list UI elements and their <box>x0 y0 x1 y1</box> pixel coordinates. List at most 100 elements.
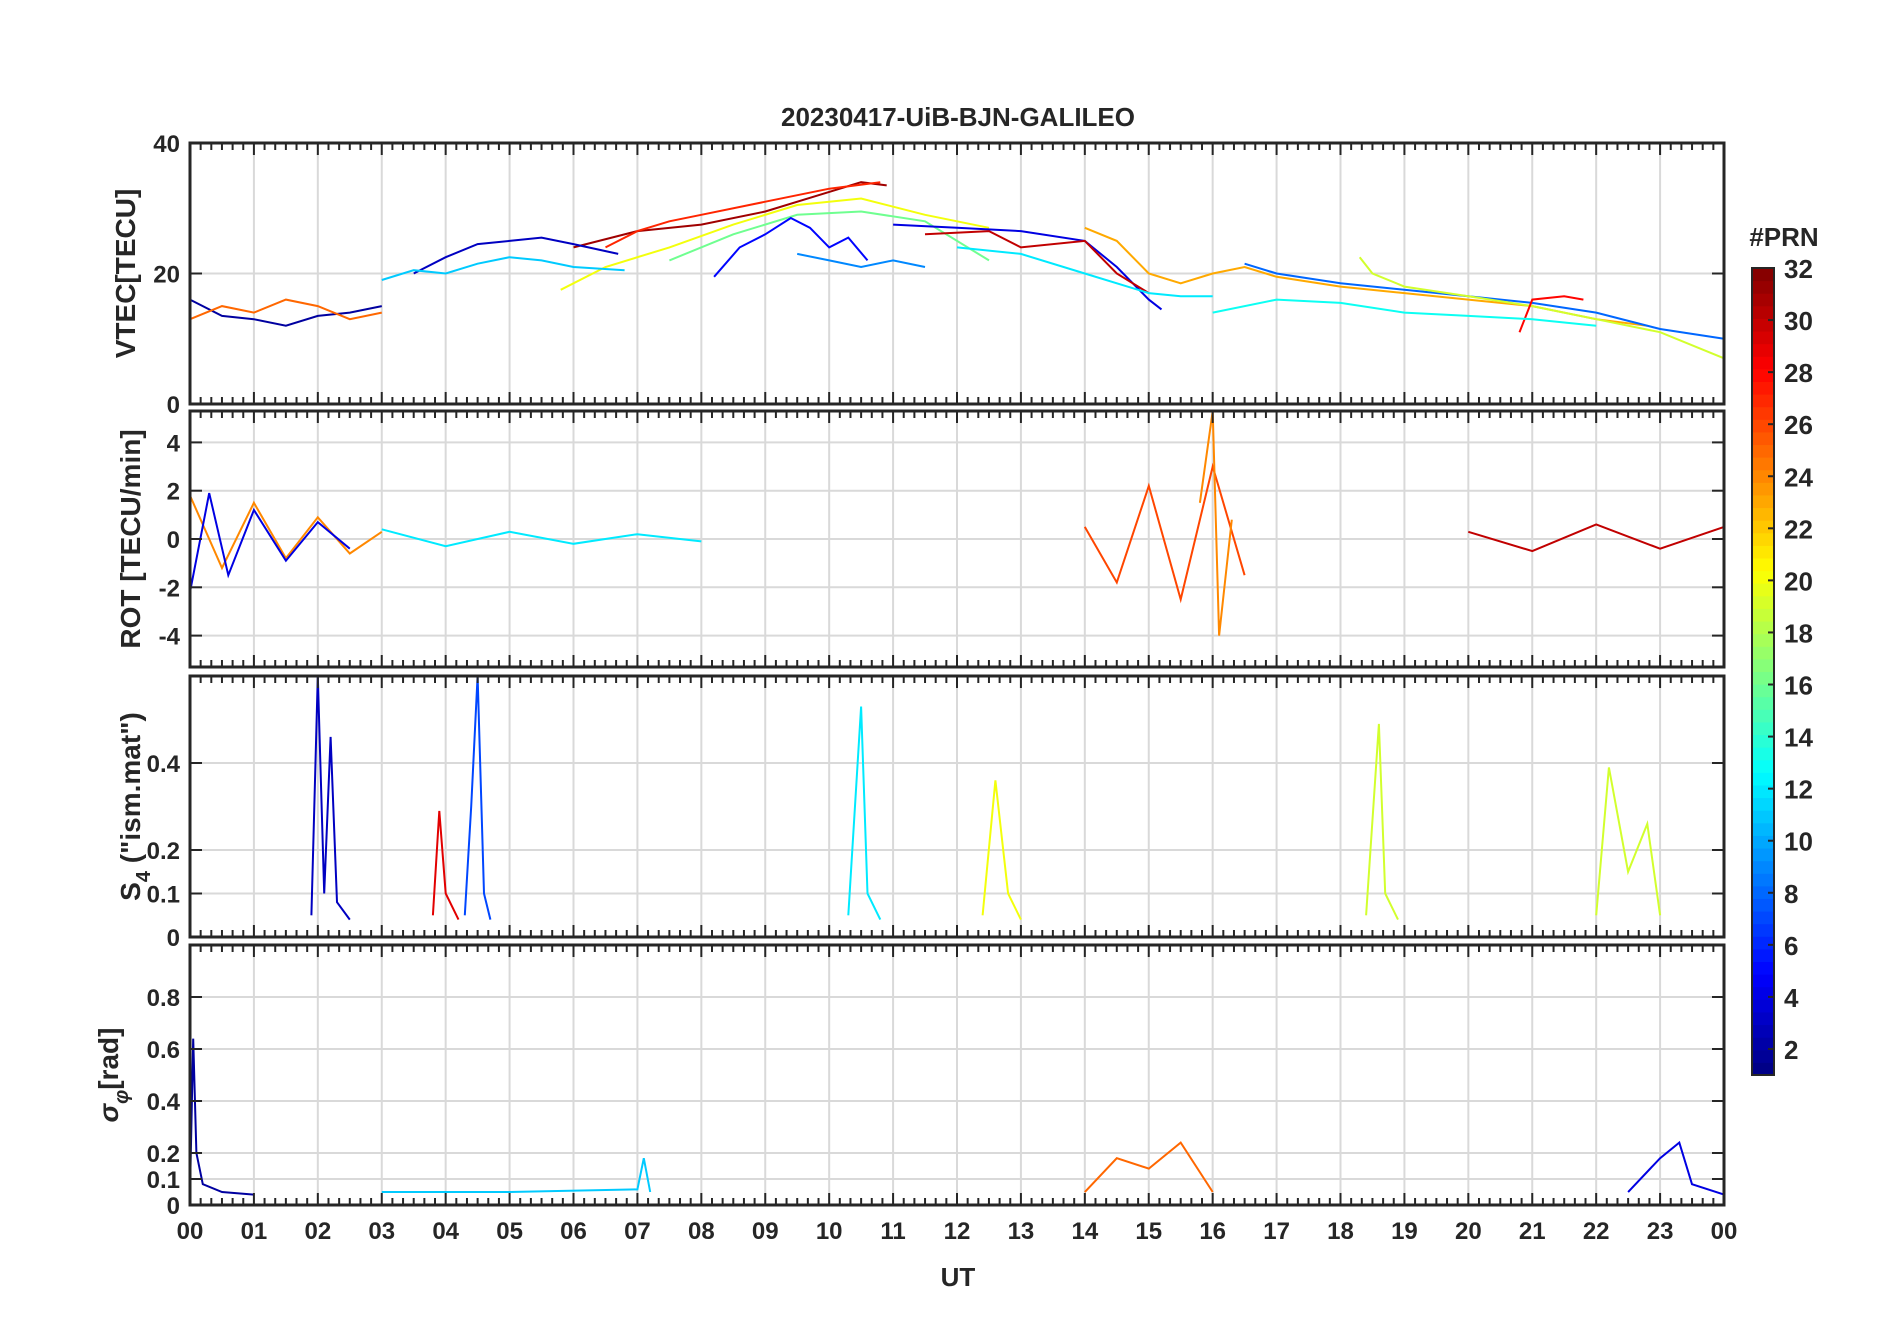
x-tick-label: 18 <box>1327 1218 1354 1245</box>
x-tick-label: 00 <box>177 1218 204 1245</box>
panel-3: 0 0.1 0.2 0.4S4 ("ism.mat") <box>115 674 1726 952</box>
x-tick-label: 19 <box>1391 1218 1418 1245</box>
y-tick-label: 0 <box>167 527 180 554</box>
series-line-prn-2 <box>189 298 382 327</box>
colorbar-tick-label: 16 <box>1784 671 1813 701</box>
colorbar-swatch <box>1752 343 1774 357</box>
x-tick-label: 20 <box>1455 1218 1482 1245</box>
colorbar-swatch <box>1752 898 1774 912</box>
y-tick-label: 2 <box>167 479 180 506</box>
colorbar-swatch <box>1752 860 1774 874</box>
colorbar-swatch <box>1752 494 1774 509</box>
colorbar-swatch <box>1752 318 1774 332</box>
colorbar-frame <box>1751 267 1775 1076</box>
colorbar-swatch <box>1752 457 1774 471</box>
colorbar-swatch <box>1752 545 1774 559</box>
colorbar-swatch <box>1752 419 1774 433</box>
y-axis-label: VTEC[TECU] <box>110 189 141 359</box>
colorbar-swatch <box>1752 1011 1774 1026</box>
series-line-prn-4 <box>1627 1140 1725 1196</box>
colorbar-swatch <box>1752 394 1774 408</box>
colorbar-swatch <box>1752 784 1774 799</box>
colorbar-swatch <box>1752 1049 1774 1063</box>
series-line-prn-23 <box>1084 226 1648 327</box>
colorbar-swatch <box>1752 810 1774 824</box>
series-line-prn-12 <box>847 706 882 921</box>
colorbar-swatch <box>1752 520 1774 534</box>
series-line-prn-16 <box>669 210 990 262</box>
series-line-prn-27 <box>605 181 881 249</box>
y-tick-label: 0.6 <box>147 1037 180 1064</box>
colorbar-tick-label: 2 <box>1784 1035 1798 1065</box>
y-tick-label: 0.1 <box>147 1167 180 1194</box>
series-line-prn-4 <box>189 492 351 593</box>
series-line-prn-20 <box>560 197 990 291</box>
colorbar-swatch <box>1752 608 1774 622</box>
colorbar-swatch <box>1752 974 1774 988</box>
series-line-prn-9 <box>797 252 926 269</box>
colorbar-swatch <box>1752 948 1774 963</box>
series-line-prn-19 <box>1595 767 1662 916</box>
y-tick-label: 0.8 <box>147 985 180 1012</box>
series-line-prn-13 <box>1212 298 1597 327</box>
colorbar-swatch <box>1752 873 1774 887</box>
x-tick-label: 22 <box>1583 1218 1610 1245</box>
series-line-prn-11 <box>381 256 625 281</box>
series-line-prn-20 <box>981 780 1022 921</box>
series-line-prn-24 <box>189 495 383 571</box>
colorbar-tick-label: 12 <box>1784 775 1813 805</box>
colorbar-swatch <box>1752 570 1774 584</box>
y-tick-label: 0.2 <box>147 1141 180 1168</box>
series-line-prn-7 <box>463 675 492 920</box>
x-axis-label: UT <box>941 1262 976 1292</box>
colorbar-tick-label: 10 <box>1784 827 1813 857</box>
series-line-prn-28 <box>1518 295 1584 333</box>
y-tick-label: 0.2 <box>147 838 180 865</box>
y-tick-label: 0.4 <box>147 1089 181 1116</box>
y-axis-label: S4 ("ism.mat") <box>115 712 155 901</box>
colorbar-swatch <box>1752 368 1774 382</box>
colorbar-swatch <box>1752 709 1774 723</box>
colorbar-swatch <box>1752 646 1774 660</box>
colorbar-swatch <box>1752 772 1774 786</box>
colorbar-swatch <box>1752 1062 1774 1076</box>
colorbar-swatch <box>1752 381 1774 395</box>
y-axis-label: ROT [TECU/min] <box>115 429 146 648</box>
series-line-prn-12 <box>956 246 1213 298</box>
series-line-prn-4 <box>893 223 1163 311</box>
colorbar-swatch <box>1752 331 1774 345</box>
colorbar-swatch <box>1752 848 1774 862</box>
colorbar-swatch <box>1752 658 1774 672</box>
x-tick-label: 05 <box>496 1218 523 1245</box>
colorbar-swatch <box>1752 583 1774 597</box>
series-line-prn-5 <box>713 216 869 278</box>
y-tick-label: 0 <box>167 1193 180 1220</box>
colorbar-swatch <box>1752 305 1774 319</box>
x-tick-label: 07 <box>624 1218 651 1245</box>
panel-frame <box>188 141 1726 406</box>
colorbar-swatch <box>1752 999 1774 1013</box>
colorbar-swatch <box>1752 444 1774 458</box>
colorbar-swatch <box>1752 356 1774 370</box>
x-tick-label: 00 <box>1711 1218 1738 1245</box>
y-tick-label: 40 <box>153 131 180 158</box>
colorbar-swatch <box>1752 747 1774 761</box>
colorbar-tick-label: 4 <box>1784 983 1799 1013</box>
x-tick-label: 11 <box>880 1218 905 1245</box>
colorbar-swatch <box>1752 734 1774 748</box>
chart-title: 20230417-UiB-BJN-GALILEO <box>781 102 1135 132</box>
colorbar-swatch <box>1752 936 1774 950</box>
colorbar-tick-label: 20 <box>1784 566 1813 596</box>
y-tick-label: 20 <box>153 262 180 289</box>
colorbar-tick-label: 14 <box>1784 723 1813 753</box>
x-tick-label: 21 <box>1519 1218 1546 1245</box>
series-line-prn-11 <box>381 1157 652 1193</box>
colorbar-swatch <box>1752 482 1774 496</box>
colorbar-swatch <box>1752 911 1774 925</box>
y-tick-label: -4 <box>159 624 181 651</box>
colorbar-swatch <box>1752 268 1774 282</box>
y-tick-label: 0 <box>167 925 180 952</box>
colorbar-swatch <box>1752 961 1774 975</box>
colorbar-swatch <box>1752 431 1774 446</box>
